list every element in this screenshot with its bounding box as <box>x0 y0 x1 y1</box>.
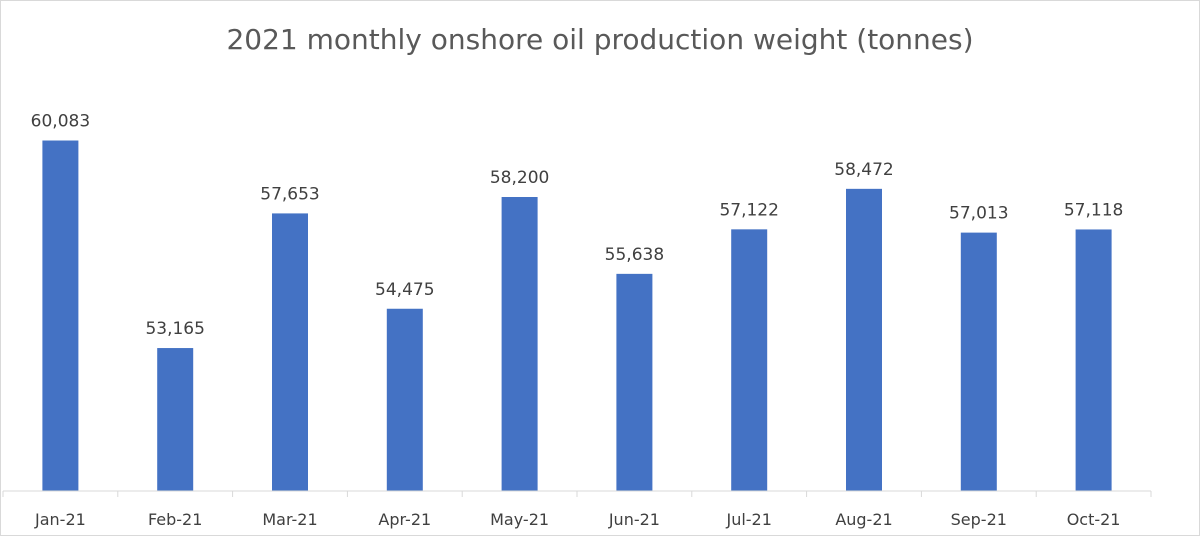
x-axis <box>2 490 1152 497</box>
tick-label-oct-21: Oct-21 <box>1067 510 1121 529</box>
value-label-mar-21: 57,653 <box>260 184 319 204</box>
x-tick-labels-group: Jan-21 Feb-21 Mar-21 Apr-21 May-21 Jun-21 Jul-… <box>34 510 1120 529</box>
bar-may-21 <box>501 197 538 491</box>
value-labels-group: 60,083 53,165 57,653 54,475 58,200 55,638 57,1… <box>31 112 1124 340</box>
tick-label-jan-21: Jan-21 <box>34 510 86 529</box>
tick-label-may-21: May-21 <box>490 510 549 529</box>
value-label-jan-21: 60,083 <box>31 112 90 132</box>
value-label-sep-21: 57,013 <box>949 204 1008 224</box>
bar-aug-21 <box>846 188 882 491</box>
value-label-feb-21: 53,165 <box>145 319 204 339</box>
bar-sep-21 <box>960 232 997 492</box>
tick-label-apr-21: Apr-21 <box>378 510 431 529</box>
bars-group <box>42 140 1112 492</box>
bar-oct-21 <box>1075 229 1112 491</box>
bar-jan-21 <box>42 140 79 491</box>
tick-label-mar-21: Mar-21 <box>262 510 317 529</box>
tick-label-sep-21: Sep-21 <box>951 510 1007 529</box>
bar-mar-21 <box>272 213 308 491</box>
bar-jun-21 <box>616 273 653 491</box>
tick-label-aug-21: Aug-21 <box>835 510 892 529</box>
bar-feb-21 <box>157 348 194 491</box>
tick-label-jul-21: Jul-21 <box>725 510 771 529</box>
value-label-jun-21: 55,638 <box>605 245 664 265</box>
bar-apr-21 <box>386 308 423 491</box>
tick-label-jun-21: Jun-21 <box>608 510 660 529</box>
value-label-may-21: 58,200 <box>490 168 549 188</box>
chart-title: 2021 monthly onshore oil production weig… <box>226 23 974 56</box>
value-label-jul-21: 57,122 <box>719 200 778 220</box>
value-label-oct-21: 57,118 <box>1064 200 1123 220</box>
value-label-aug-21: 58,472 <box>834 160 893 180</box>
tick-label-feb-21: Feb-21 <box>148 510 202 529</box>
value-label-apr-21: 54,475 <box>375 280 434 300</box>
bar-jul-21 <box>731 229 768 491</box>
